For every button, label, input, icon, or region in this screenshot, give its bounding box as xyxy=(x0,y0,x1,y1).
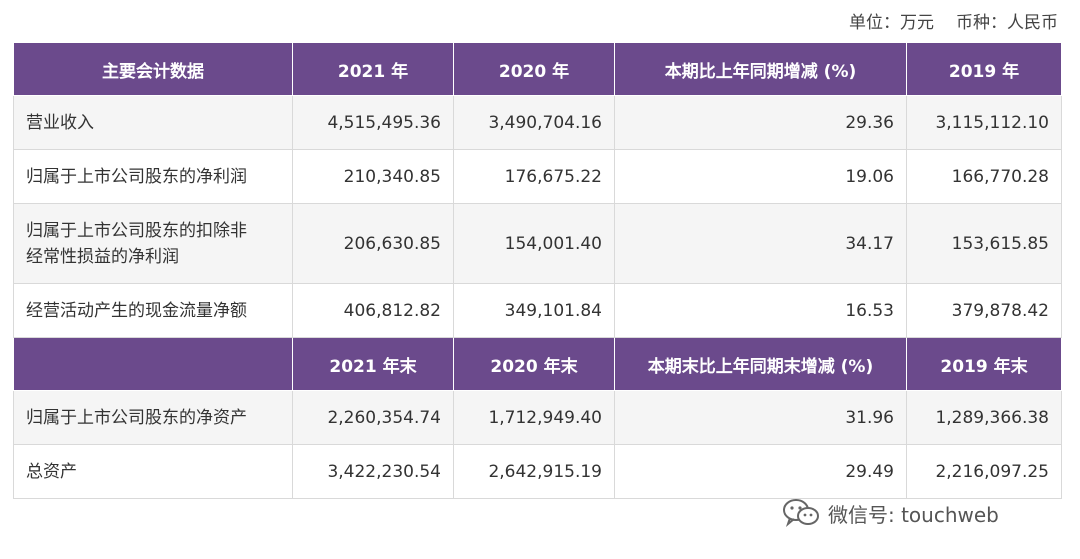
row-label: 营业收入 xyxy=(13,95,293,150)
row-label: 总资产 xyxy=(13,444,293,499)
row-label: 经营活动产生的现金流量净额 xyxy=(13,283,293,338)
watermark-text: 微信号: touchweb xyxy=(828,502,999,527)
value-cell: 31.96 xyxy=(614,390,907,445)
financial-data-table: 主要会计数据 2021 年 2020 年 本期比上年同期增减 (%) 2019 … xyxy=(13,42,1062,499)
header-cell: 2021 年 xyxy=(292,42,454,96)
header-cell: 主要会计数据 xyxy=(13,42,293,96)
header-cell: 2021 年末 xyxy=(292,337,454,391)
table-row: 归属于上市公司股东的净资产 2,260,354.74 1,712,949.40 … xyxy=(13,390,1062,445)
value-cell: 2,642,915.19 xyxy=(453,444,615,499)
value-cell: 3,422,230.54 xyxy=(292,444,454,499)
value-cell: 29.36 xyxy=(614,95,907,150)
row-label-line: 归属于上市公司股东的扣除非 xyxy=(26,220,247,241)
value-cell: 3,490,704.16 xyxy=(453,95,615,150)
table-row: 归属于上市公司股东的净利润 210,340.85 176,675.22 19.0… xyxy=(13,149,1062,204)
value-cell: 154,001.40 xyxy=(453,203,615,284)
value-cell: 176,675.22 xyxy=(453,149,615,204)
value-cell: 1,712,949.40 xyxy=(453,390,615,445)
unit-label: 单位：万元 xyxy=(849,13,934,33)
value-cell: 379,878.42 xyxy=(906,283,1062,338)
value-cell: 19.06 xyxy=(614,149,907,204)
table-row: 归属于上市公司股东的扣除非 经常性损益的净利润 206,630.85 154,00… xyxy=(13,203,1062,284)
value-cell: 1,289,366.38 xyxy=(906,390,1062,445)
watermark: 微信号: touchweb xyxy=(782,498,999,528)
value-cell: 2,216,097.25 xyxy=(906,444,1062,499)
table-row: 营业收入 4,515,495.36 3,490,704.16 29.36 3,1… xyxy=(13,95,1062,150)
currency-label: 币种：人民币 xyxy=(956,13,1058,33)
value-cell: 210,340.85 xyxy=(292,149,454,204)
value-cell: 34.17 xyxy=(614,203,907,284)
value-cell: 4,515,495.36 xyxy=(292,95,454,150)
table-header-row: 主要会计数据 2021 年 2020 年 本期比上年同期增减 (%) 2019 … xyxy=(13,42,1062,96)
row-label: 归属于上市公司股东的扣除非 经常性损益的净利润 xyxy=(13,203,293,284)
wechat-icon xyxy=(782,498,820,528)
header-cell xyxy=(13,337,293,391)
value-cell: 29.49 xyxy=(614,444,907,499)
value-cell: 406,812.82 xyxy=(292,283,454,338)
header-cell: 本期末比上年同期末增减 (%) xyxy=(614,337,907,391)
header-cell: 2020 年 xyxy=(453,42,615,96)
value-cell: 206,630.85 xyxy=(292,203,454,284)
table-row: 经营活动产生的现金流量净额 406,812.82 349,101.84 16.5… xyxy=(13,283,1062,338)
header-cell: 本期比上年同期增减 (%) xyxy=(614,42,907,96)
header-cell: 2020 年末 xyxy=(453,337,615,391)
row-label: 归属于上市公司股东的净利润 xyxy=(13,149,293,204)
header-cell: 2019 年末 xyxy=(906,337,1062,391)
value-cell: 153,615.85 xyxy=(906,203,1062,284)
value-cell: 2,260,354.74 xyxy=(292,390,454,445)
row-label: 归属于上市公司股东的净资产 xyxy=(13,390,293,445)
unit-line: 单位：万元 币种：人民币 xyxy=(849,8,1058,33)
value-cell: 349,101.84 xyxy=(453,283,615,338)
table-row: 总资产 3,422,230.54 2,642,915.19 29.49 2,21… xyxy=(13,444,1062,499)
value-cell: 166,770.28 xyxy=(906,149,1062,204)
value-cell: 3,115,112.10 xyxy=(906,95,1062,150)
header-cell: 2019 年 xyxy=(906,42,1062,96)
row-label-line: 经常性损益的净利润 xyxy=(26,246,179,267)
table-subheader-row: 2021 年末 2020 年末 本期末比上年同期末增减 (%) 2019 年末 xyxy=(13,337,1062,391)
value-cell: 16.53 xyxy=(614,283,907,338)
